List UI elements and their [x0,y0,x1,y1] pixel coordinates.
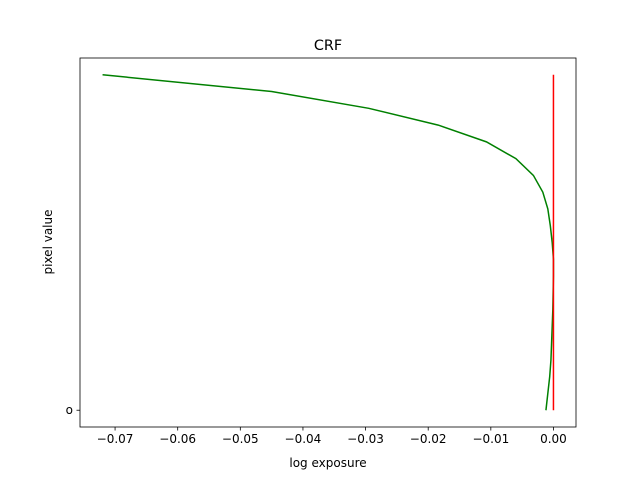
x-tick-label-4: −0.03 [347,432,384,446]
x-tick-label-7: 0.00 [540,432,567,446]
axes-frame [79,57,577,428]
x-axis-ticks: −0.07 −0.06 −0.05 −0.04 −0.03 −0.02 −0.01 0.00 [97,427,567,446]
x-axis-title: log exposure [289,456,366,470]
x-tick-label-1: −0.06 [159,432,196,446]
x-tick-label-0: −0.07 [97,432,134,446]
y-axis-ticks: o [66,403,80,417]
series-layer [102,74,555,411]
chart-title: CRF [314,38,342,54]
x-tick-label-5: −0.02 [410,432,447,446]
plot-area [80,58,576,427]
y-tick-label-0: o [66,403,73,417]
x-tick-label-3: −0.04 [285,432,322,446]
series-line-0 [102,74,555,411]
x-tick-label-2: −0.05 [222,432,259,446]
y-axis-title: pixel value [41,210,55,275]
x-tick-label-6: −0.01 [472,432,509,446]
